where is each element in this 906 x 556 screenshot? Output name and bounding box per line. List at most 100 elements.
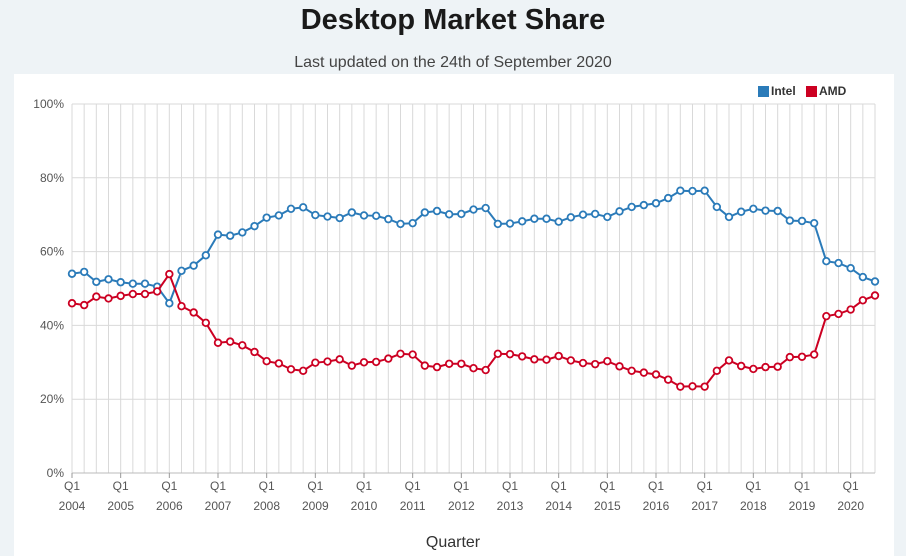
data-point-amd[interactable]	[104, 294, 113, 303]
data-point-amd[interactable]	[530, 355, 539, 364]
data-point-amd[interactable]	[603, 356, 612, 366]
data-point-intel[interactable]	[177, 266, 186, 275]
data-point-intel[interactable]	[311, 210, 320, 220]
data-point-amd[interactable]	[554, 351, 563, 361]
data-point-amd[interactable]	[79, 300, 89, 310]
data-point-amd[interactable]	[408, 350, 417, 359]
legend-amd[interactable]: AMD	[806, 84, 846, 98]
data-point-intel[interactable]	[651, 199, 661, 208]
data-point-intel[interactable]	[627, 202, 636, 212]
data-point-amd[interactable]	[201, 318, 211, 328]
data-point-amd[interactable]	[359, 358, 369, 367]
data-point-intel[interactable]	[761, 206, 770, 215]
data-point-amd[interactable]	[578, 358, 588, 368]
data-point-intel[interactable]	[822, 256, 831, 266]
data-point-amd[interactable]	[724, 356, 734, 365]
data-point-amd[interactable]	[663, 375, 673, 384]
data-point-intel[interactable]	[201, 251, 211, 260]
legend-intel[interactable]: Intel	[758, 84, 796, 98]
data-point-intel[interactable]	[128, 279, 138, 288]
data-point-intel[interactable]	[809, 218, 819, 228]
data-point-amd[interactable]	[250, 347, 259, 357]
data-point-intel[interactable]	[724, 212, 734, 222]
data-point-intel[interactable]	[639, 200, 649, 210]
data-point-intel[interactable]	[250, 221, 259, 231]
data-point-intel[interactable]	[286, 204, 296, 213]
data-point-amd[interactable]	[140, 289, 150, 299]
data-point-intel[interactable]	[785, 216, 795, 225]
data-point-intel[interactable]	[493, 219, 503, 229]
data-point-intel[interactable]	[116, 278, 125, 287]
data-point-intel[interactable]	[225, 231, 235, 240]
data-point-amd[interactable]	[761, 362, 770, 372]
data-point-amd[interactable]	[396, 349, 405, 359]
data-point-amd[interactable]	[651, 370, 661, 379]
data-point-intel[interactable]	[566, 213, 576, 222]
data-point-intel[interactable]	[469, 205, 478, 214]
data-point-amd[interactable]	[384, 354, 393, 363]
data-point-amd[interactable]	[262, 356, 271, 366]
data-point-intel[interactable]	[663, 193, 673, 203]
data-point-intel[interactable]	[420, 208, 430, 217]
data-point-intel[interactable]	[870, 277, 880, 286]
data-point-amd[interactable]	[92, 292, 101, 301]
data-point-amd[interactable]	[834, 309, 843, 319]
data-point-amd[interactable]	[736, 361, 746, 371]
data-point-amd[interactable]	[225, 337, 235, 346]
data-point-intel[interactable]	[335, 213, 344, 223]
data-point-intel[interactable]	[700, 186, 709, 195]
data-point-amd[interactable]	[797, 352, 807, 361]
data-point-intel[interactable]	[834, 258, 843, 268]
data-point-intel[interactable]	[396, 219, 405, 229]
data-point-amd[interactable]	[420, 361, 430, 370]
data-point-amd[interactable]	[152, 287, 162, 296]
data-point-amd[interactable]	[371, 357, 381, 367]
data-point-amd[interactable]	[590, 359, 600, 369]
data-point-amd[interactable]	[542, 355, 551, 364]
data-point-intel[interactable]	[67, 269, 77, 278]
data-point-intel[interactable]	[736, 207, 746, 216]
data-point-intel[interactable]	[688, 186, 697, 196]
data-point-amd[interactable]	[700, 382, 709, 391]
data-point-intel[interactable]	[274, 211, 284, 220]
data-point-intel[interactable]	[457, 209, 466, 219]
data-point-amd[interactable]	[639, 368, 649, 377]
data-point-intel[interactable]	[578, 210, 588, 219]
data-point-amd[interactable]	[347, 361, 357, 370]
data-point-amd[interactable]	[165, 269, 174, 279]
data-point-amd[interactable]	[858, 296, 868, 305]
data-point-intel[interactable]	[542, 214, 551, 223]
data-point-amd[interactable]	[627, 366, 636, 375]
data-point-amd[interactable]	[615, 362, 624, 371]
data-point-intel[interactable]	[79, 267, 89, 277]
data-point-amd[interactable]	[505, 349, 515, 359]
data-point-amd[interactable]	[712, 366, 722, 375]
data-point-intel[interactable]	[359, 211, 369, 220]
data-point-intel[interactable]	[189, 261, 198, 270]
data-point-amd[interactable]	[335, 355, 344, 364]
data-point-amd[interactable]	[67, 299, 77, 308]
data-point-intel[interactable]	[444, 210, 454, 219]
data-point-amd[interactable]	[846, 305, 855, 314]
data-point-amd[interactable]	[298, 366, 308, 375]
data-point-intel[interactable]	[749, 204, 758, 213]
data-point-amd[interactable]	[469, 364, 478, 373]
data-point-amd[interactable]	[444, 359, 454, 368]
data-point-intel[interactable]	[432, 206, 442, 216]
data-point-intel[interactable]	[408, 218, 417, 228]
data-point-intel[interactable]	[347, 208, 357, 217]
data-point-intel[interactable]	[238, 228, 247, 237]
data-point-intel[interactable]	[371, 211, 381, 221]
data-point-intel[interactable]	[165, 299, 174, 308]
data-point-amd[interactable]	[809, 350, 819, 359]
data-point-amd[interactable]	[274, 359, 284, 368]
data-point-intel[interactable]	[505, 219, 515, 228]
data-point-intel[interactable]	[262, 213, 271, 222]
data-point-amd[interactable]	[189, 308, 198, 317]
data-point-intel[interactable]	[797, 216, 807, 226]
data-point-amd[interactable]	[481, 365, 490, 375]
data-point-amd[interactable]	[177, 302, 186, 311]
data-point-intel[interactable]	[481, 203, 490, 213]
data-point-amd[interactable]	[493, 349, 503, 359]
data-point-amd[interactable]	[286, 365, 296, 374]
